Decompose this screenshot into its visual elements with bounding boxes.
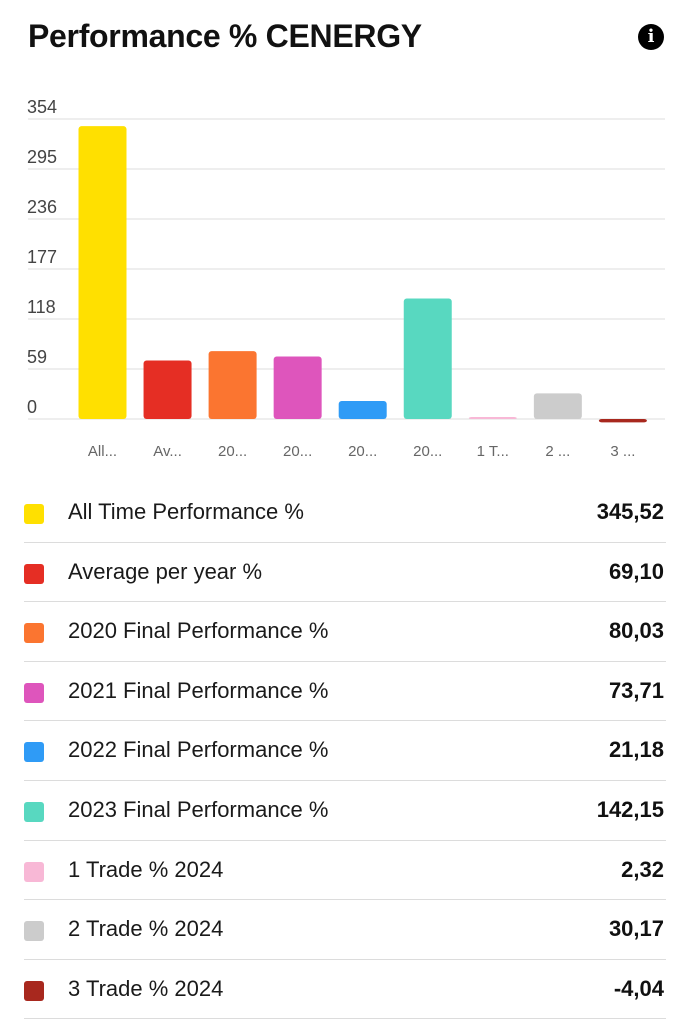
legend-label: Average per year % <box>68 558 263 584</box>
x-tick-label: 20... <box>218 443 247 460</box>
legend-item-average-per-year[interactable]: Average per year % 69,10 <box>24 543 666 603</box>
y-tick-label: 236 <box>27 197 57 217</box>
x-tick-label: Av... <box>153 443 182 460</box>
legend-swatch <box>24 861 44 882</box>
page-title: Performance % CENERGY <box>28 18 422 54</box>
legend-item-all-time[interactable]: All Time Performance % 345,52 <box>24 483 666 543</box>
legend-value: 73,71 <box>608 677 664 703</box>
legend-value: 2,32 <box>621 856 664 882</box>
bar <box>338 401 387 419</box>
info-icon-glyph: i <box>647 26 655 47</box>
y-tick-label: 59 <box>27 347 47 367</box>
legend-item-2022[interactable]: 2022 Final Performance % 21,18 <box>24 721 666 781</box>
x-tick-label: 20... <box>348 443 377 460</box>
bar-chart: 354 295 236 177 118 59 0 All... Av... 20... 20... 2… <box>27 97 665 460</box>
legend-label: 2023 Final Performance % <box>68 796 329 822</box>
legend-list: All Time Performance % 345,52 Average pe… <box>24 483 666 1020</box>
legend-item-3-trade-2024[interactable]: 3 Trade % 2024 -4,04 <box>24 960 666 1020</box>
bar <box>468 417 517 419</box>
x-tick-label: 20... <box>413 443 442 460</box>
legend-label: 2021 Final Performance % <box>68 677 329 703</box>
x-tick-label: 2 ... <box>545 443 570 460</box>
x-tick-label: 3 ... <box>610 443 635 460</box>
legend-swatch <box>24 801 44 822</box>
legend-item-2020[interactable]: 2020 Final Performance % 80,03 <box>24 602 666 662</box>
legend-label: 2020 Final Performance % <box>68 618 329 644</box>
bar <box>598 419 647 423</box>
legend-value: 30,17 <box>608 916 664 942</box>
legend-swatch <box>24 563 44 584</box>
legend-swatch <box>24 980 44 1001</box>
bar <box>403 298 452 419</box>
legend-item-1-trade-2024[interactable]: 1 Trade % 2024 2,32 <box>24 841 666 901</box>
legend-item-2-trade-2024[interactable]: 2 Trade % 2024 30,17 <box>24 900 666 960</box>
legend-label: All Time Performance % <box>68 499 304 524</box>
legend-value: -4,04 <box>613 975 664 1001</box>
legend-label: 1 Trade % 2024 <box>68 856 224 882</box>
x-tick-label: 20... <box>283 443 312 460</box>
bar <box>78 126 127 420</box>
y-tick-label: 0 <box>27 397 37 417</box>
legend-value: 69,10 <box>608 558 664 584</box>
legend-item-2023[interactable]: 2023 Final Performance % 142,15 <box>24 781 666 841</box>
legend-label: 3 Trade % 2024 <box>68 975 224 1001</box>
bar <box>143 360 192 419</box>
y-tick-label: 354 <box>27 97 57 117</box>
legend-swatch <box>24 742 44 763</box>
bar <box>273 356 322 419</box>
x-tick-label: 1 T... <box>477 443 509 460</box>
bar <box>208 351 257 419</box>
legend-label: 2 Trade % 2024 <box>68 916 224 942</box>
legend-value: 21,18 <box>608 737 664 763</box>
y-tick-label: 118 <box>27 297 56 317</box>
legend-swatch <box>24 921 44 942</box>
y-tick-label: 295 <box>27 147 57 167</box>
legend-value: 142,15 <box>596 796 664 822</box>
legend-label: 2022 Final Performance % <box>68 737 329 763</box>
legend-value: 80,03 <box>608 618 664 644</box>
info-icon[interactable]: i <box>638 24 664 50</box>
legend-item-2021[interactable]: 2021 Final Performance % 73,71 <box>24 662 666 722</box>
legend-swatch <box>24 504 44 524</box>
legend-value: 345,52 <box>596 499 664 524</box>
y-tick-label: 177 <box>27 247 57 267</box>
x-tick-label: All... <box>88 443 117 460</box>
header: Performance % CENERGY i <box>28 14 668 62</box>
bar <box>533 393 582 419</box>
legend-swatch <box>24 623 44 644</box>
legend-swatch <box>24 682 44 703</box>
